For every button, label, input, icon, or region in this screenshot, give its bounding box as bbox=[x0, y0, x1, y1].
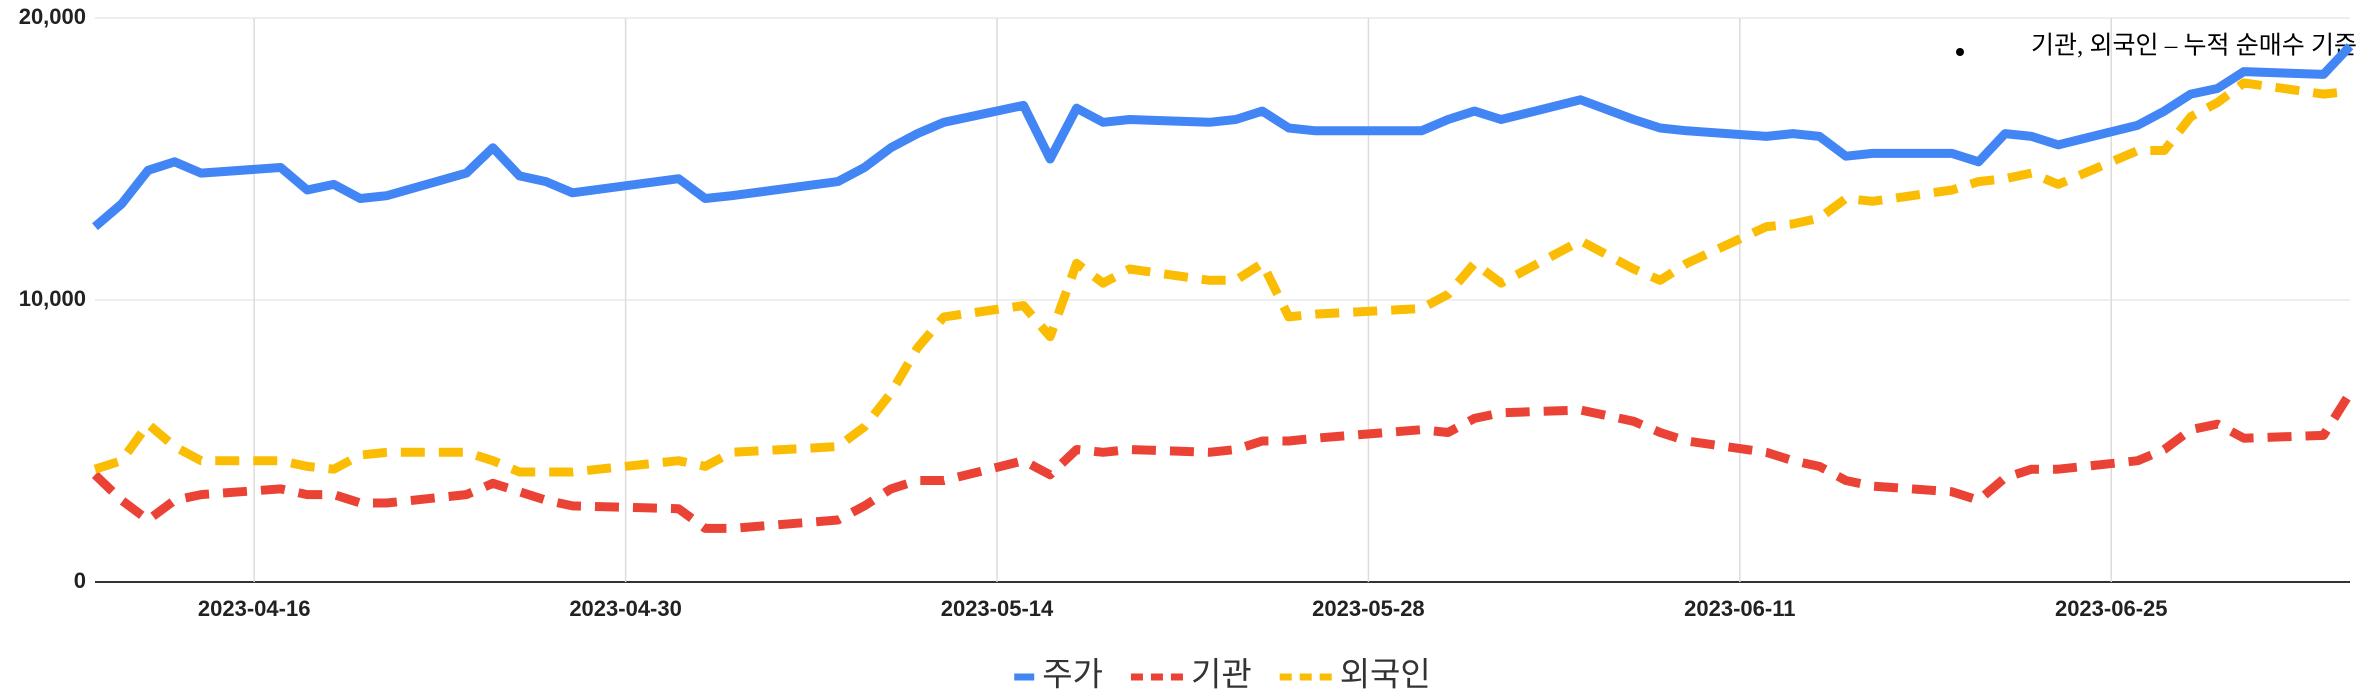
legend-label: 주가 bbox=[1042, 656, 1103, 693]
y-tick-label: 10,000 bbox=[19, 286, 86, 311]
y-tick-label: 20,000 bbox=[19, 4, 86, 29]
series-line bbox=[92, 43, 2354, 231]
annotation: 기관, 외국인 – 누적 순매수 기준 bbox=[2031, 32, 2357, 60]
series-line bbox=[93, 78, 2351, 477]
x-tick-label: 2023-06-25 bbox=[2055, 596, 2168, 621]
x-tick-label: 2023-06-11 bbox=[1684, 596, 1795, 621]
series-line bbox=[91, 390, 2354, 533]
legend-item: 기관 bbox=[1130, 656, 1252, 693]
x-tick-label: 2023-05-14 bbox=[941, 596, 1054, 621]
x-tick-label: 2023-04-16 bbox=[198, 596, 311, 621]
legend-label: 외국인 bbox=[1340, 656, 1431, 693]
y-tick-label: 0 bbox=[74, 568, 86, 593]
legend-item: 주가 bbox=[1014, 656, 1103, 693]
legend-label: 기관 bbox=[1191, 656, 1252, 693]
annotation-bullet bbox=[1956, 48, 1964, 56]
x-tick-label: 2023-04-30 bbox=[569, 596, 682, 621]
legend-item: 외국인 bbox=[1279, 656, 1431, 693]
x-tick-label: 2023-05-28 bbox=[1312, 596, 1425, 621]
